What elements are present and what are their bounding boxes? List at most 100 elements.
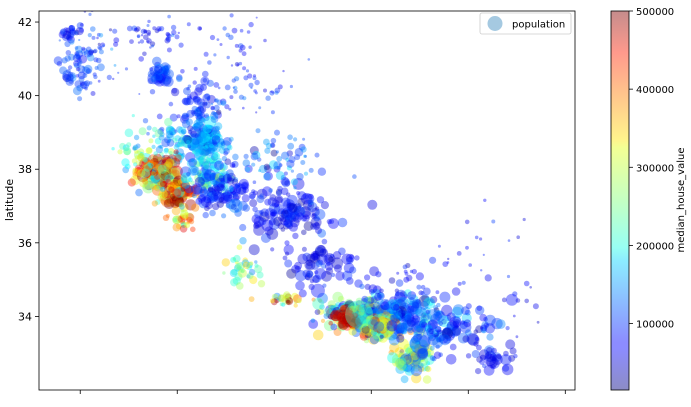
data-point — [176, 194, 182, 200]
data-point — [229, 183, 242, 196]
data-point — [223, 150, 229, 156]
colorbar-tick-label: 400000 — [636, 85, 674, 96]
data-point — [204, 129, 211, 136]
data-point — [340, 317, 348, 325]
data-point — [341, 314, 352, 325]
data-point — [170, 87, 180, 97]
data-point — [427, 319, 439, 330]
data-point — [370, 306, 378, 314]
data-point — [311, 275, 320, 284]
data-point — [321, 249, 327, 254]
data-point — [164, 37, 171, 44]
data-point — [446, 327, 456, 337]
data-point — [209, 172, 215, 178]
data-point — [196, 136, 204, 144]
data-point — [385, 321, 391, 327]
data-point — [334, 264, 342, 273]
data-point — [220, 177, 225, 183]
data-point — [260, 233, 271, 243]
data-point — [74, 51, 80, 57]
data-point — [134, 164, 144, 173]
data-point — [360, 320, 367, 327]
data-point — [395, 306, 407, 317]
data-point — [344, 304, 353, 312]
data-point — [296, 173, 304, 181]
data-point — [483, 316, 488, 322]
data-point — [421, 312, 427, 319]
data-point — [216, 141, 223, 148]
data-point — [344, 313, 351, 320]
scatter-points — [53, 11, 540, 384]
data-point — [290, 178, 298, 186]
data-point — [204, 205, 210, 212]
data-point — [388, 277, 396, 284]
data-point — [386, 313, 397, 324]
data-point — [395, 289, 408, 302]
data-point — [68, 79, 74, 84]
data-point — [345, 316, 352, 322]
data-point — [204, 93, 211, 100]
data-point — [380, 321, 388, 329]
data-point — [198, 131, 210, 143]
data-point — [181, 221, 186, 225]
data-point — [383, 318, 391, 325]
data-point — [388, 327, 394, 334]
data-point — [437, 244, 441, 248]
data-point — [292, 177, 305, 190]
data-point — [166, 184, 174, 192]
data-point — [239, 44, 246, 51]
data-point — [83, 11, 87, 13]
data-point — [361, 307, 366, 312]
data-point — [180, 129, 187, 135]
data-point — [268, 188, 274, 193]
data-point — [310, 283, 325, 298]
data-point — [377, 317, 389, 329]
data-point — [228, 199, 243, 213]
data-point — [315, 227, 322, 234]
data-point — [199, 138, 206, 146]
data-point — [239, 223, 247, 232]
data-point — [164, 77, 169, 82]
data-point — [230, 203, 237, 210]
data-point — [271, 293, 278, 300]
data-point — [348, 322, 355, 328]
data-point — [156, 185, 161, 190]
data-point — [359, 328, 368, 336]
data-point — [378, 294, 383, 299]
data-point — [203, 141, 210, 149]
data-point — [172, 188, 182, 198]
data-point — [337, 295, 345, 303]
data-point — [294, 147, 304, 157]
data-point — [132, 146, 137, 151]
data-point — [194, 139, 204, 149]
data-point — [207, 60, 212, 65]
data-point — [202, 124, 212, 134]
data-point — [461, 313, 472, 324]
data-point — [261, 219, 274, 232]
data-point — [344, 312, 352, 320]
data-point — [411, 336, 419, 344]
data-point — [137, 169, 146, 177]
data-point — [355, 304, 362, 312]
data-point — [212, 184, 220, 192]
data-point — [383, 303, 390, 310]
data-point — [136, 35, 140, 39]
data-point — [205, 125, 217, 137]
data-point — [399, 312, 406, 319]
data-point — [359, 320, 371, 331]
data-point — [300, 146, 307, 153]
data-point — [163, 148, 169, 154]
data-point — [411, 349, 422, 361]
data-point — [231, 78, 236, 83]
data-point — [358, 312, 364, 318]
data-point — [377, 320, 387, 330]
data-point — [338, 324, 344, 329]
data-point — [425, 361, 431, 366]
data-point — [212, 171, 222, 181]
data-point — [475, 325, 483, 334]
data-point — [213, 82, 220, 88]
data-point — [154, 71, 162, 79]
data-point — [419, 352, 427, 359]
data-point — [165, 178, 172, 185]
data-point — [187, 186, 196, 194]
